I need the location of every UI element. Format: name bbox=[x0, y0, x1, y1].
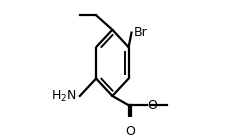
Text: O: O bbox=[125, 125, 135, 138]
Text: O: O bbox=[148, 99, 157, 112]
Text: Br: Br bbox=[133, 26, 147, 39]
Text: H$_2$N: H$_2$N bbox=[51, 88, 77, 104]
